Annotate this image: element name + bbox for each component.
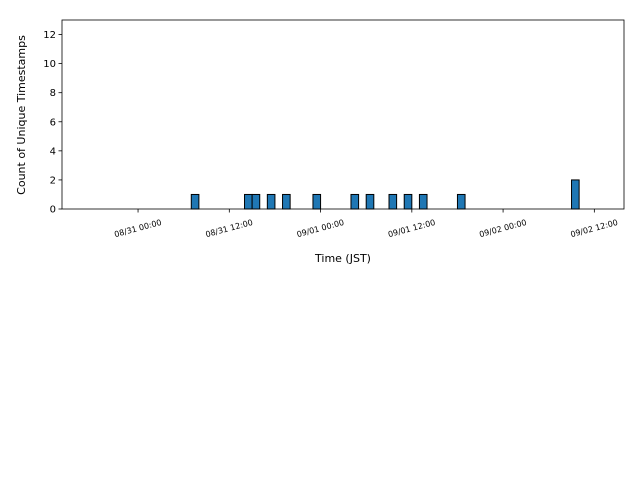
y-tick-label: 2 <box>50 175 56 186</box>
bar <box>350 193 360 210</box>
x-tick-label: 09/02 12:00 <box>570 218 619 239</box>
x-axis-label: Time (JST) <box>314 252 371 265</box>
plot-frame <box>61 19 625 210</box>
x-tick-label: 09/01 12:00 <box>387 218 436 239</box>
bar <box>312 193 322 210</box>
x-tick-label: 09/02 00:00 <box>478 218 527 239</box>
y-tick-label: 6 <box>50 117 56 128</box>
bar <box>266 193 276 210</box>
x-tick-label: 08/31 00:00 <box>113 218 162 239</box>
bar <box>282 193 291 210</box>
bar <box>190 193 200 210</box>
bar <box>365 193 375 210</box>
x-tick-label: 08/31 12:00 <box>205 218 254 239</box>
y-tick-label: 10 <box>43 59 56 70</box>
y-axis-label: Count of Unique Timestamps <box>15 35 28 195</box>
y-tick-label: 12 <box>43 30 56 41</box>
bar <box>571 179 580 210</box>
x-tick-label: 09/01 00:00 <box>296 218 345 239</box>
bar <box>251 193 261 210</box>
bar <box>418 193 428 210</box>
bar <box>244 193 253 210</box>
y-tick-label: 0 <box>50 205 56 216</box>
bar <box>456 193 466 210</box>
y-tick-label: 8 <box>50 88 56 99</box>
y-tick-label: 4 <box>50 146 56 157</box>
bar <box>388 193 398 210</box>
bar <box>403 193 413 210</box>
